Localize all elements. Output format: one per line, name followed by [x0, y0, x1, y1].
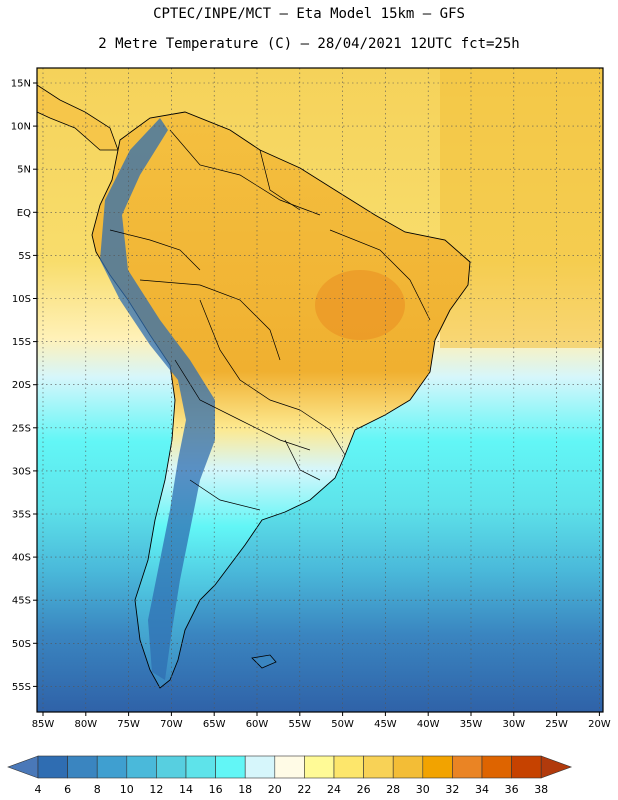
warm-ocean-band [440, 68, 603, 348]
lon-tick-label: 50W [331, 719, 354, 730]
colorbar-swatch [126, 755, 157, 779]
lon-tick-label: 85W [32, 719, 55, 730]
colorbar-label: 22 [297, 783, 311, 796]
colorbar-label: 14 [179, 783, 193, 796]
lat-tick-label: 5N [17, 165, 31, 176]
colorbar-label: 36 [505, 783, 519, 796]
colorbar-label: 10 [120, 783, 134, 796]
colorbar-swatch [511, 755, 542, 779]
lat-tick-label: 25S [12, 423, 31, 434]
colorbar-swatch [156, 755, 187, 779]
colorbar-high-arrow [540, 755, 573, 779]
lat-tick-label: 35S [12, 510, 31, 521]
latitude-axis: 15N 10N 5N EQ 5S 10S 15S 20S 25S 30S 35S 40S 45S 50S 5… [11, 79, 37, 693]
lat-tick-label: 10N [11, 122, 31, 133]
colorbar-swatch [215, 755, 246, 779]
map-area [37, 68, 603, 712]
lat-tick-label: 55S [12, 682, 31, 693]
colorbar-label: 26 [357, 783, 371, 796]
lon-tick-label: 20W [588, 719, 611, 730]
lon-tick-label: 40W [417, 719, 440, 730]
colorbar-label: 24 [327, 783, 341, 796]
lat-tick-label: 40S [12, 553, 31, 564]
map-title-variable: 2 Metre Temperature (C) – 28/04/2021 12U… [98, 36, 520, 52]
andes-cold-region [100, 118, 215, 680]
hot-interior-region [315, 270, 405, 340]
lat-tick-label: 10S [12, 294, 31, 305]
colorbar-label: 38 [534, 783, 548, 796]
colorbar-label: 32 [445, 783, 459, 796]
lat-tick-label: 15N [11, 79, 31, 90]
lat-tick-label: EQ [17, 208, 31, 219]
colorbar-label: 28 [386, 783, 400, 796]
colorbar-low-arrow [7, 755, 39, 779]
colorbar-label: 8 [94, 783, 101, 796]
colorbar-label: 4 [35, 783, 42, 796]
colorbar-swatch [96, 755, 128, 779]
lat-tick-label: 50S [12, 639, 31, 650]
colorbar-swatch [452, 755, 483, 779]
central-america-landmass [37, 84, 119, 151]
lat-tick-label: 45S [12, 596, 31, 607]
lon-tick-label: 25W [545, 719, 568, 730]
colorbar-swatch [422, 755, 453, 779]
lon-tick-label: 70W [160, 719, 183, 730]
colorbar-swatch [244, 755, 276, 779]
colorbar-swatch [185, 755, 216, 779]
colorbar-swatch [481, 755, 512, 779]
colorbar-label: 16 [209, 783, 223, 796]
colorbar-label: 30 [416, 783, 430, 796]
lat-tick-label: 5S [18, 251, 31, 262]
lon-tick-label: 30W [502, 719, 525, 730]
colorbar-label: 12 [149, 783, 163, 796]
lon-tick-label: 45W [374, 719, 397, 730]
colorbar-label: 34 [475, 783, 489, 796]
colorbar-label: 6 [64, 783, 71, 796]
temperature-colorbar: 4 6 8 10 12 14 16 18 20 22 24 26 28 30 32 34 36 38 [7, 755, 573, 796]
lon-tick-label: 60W [246, 719, 269, 730]
colorbar-swatch [392, 755, 424, 779]
falkland-islands [251, 654, 277, 669]
lat-tick-label: 30S [12, 466, 31, 477]
lat-tick-label: 15S [12, 337, 31, 348]
colorbar-swatch [67, 755, 98, 779]
colorbar-swatch [37, 755, 68, 779]
longitude-axis: 85W 80W 75W 70W 65W 60W 55W 50W 45W 40W 35W 30W 25W 2… [32, 712, 611, 730]
colorbar-swatch [304, 755, 335, 779]
colorbar-label: 18 [238, 783, 252, 796]
lon-tick-label: 65W [203, 719, 226, 730]
lat-lon-grid [37, 68, 603, 712]
lon-tick-label: 55W [288, 719, 311, 730]
lon-tick-label: 80W [74, 719, 97, 730]
map-frame [36, 67, 604, 713]
map-title-source: CPTEC/INPE/MCT – Eta Model 15km – GFS [153, 6, 465, 22]
lon-tick-label: 75W [117, 719, 140, 730]
country-borders [109, 129, 431, 511]
lat-tick-label: 20S [12, 380, 31, 391]
colorbar-swatch [333, 755, 364, 779]
colorbar-label: 20 [268, 783, 282, 796]
lon-tick-label: 35W [460, 719, 483, 730]
colorbar-swatch [363, 755, 394, 779]
colorbar-swatch [274, 755, 305, 779]
